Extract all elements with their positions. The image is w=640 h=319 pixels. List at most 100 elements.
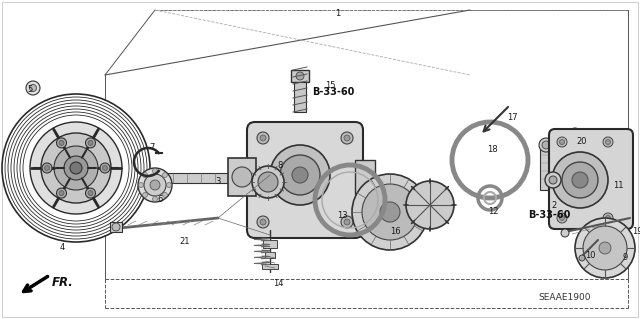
- Circle shape: [344, 219, 350, 225]
- Circle shape: [14, 106, 138, 230]
- Circle shape: [380, 202, 400, 222]
- Circle shape: [542, 141, 550, 149]
- FancyBboxPatch shape: [247, 122, 363, 238]
- Circle shape: [41, 133, 111, 203]
- Circle shape: [100, 163, 110, 173]
- Circle shape: [112, 223, 120, 231]
- Circle shape: [257, 132, 269, 144]
- Text: 11: 11: [612, 181, 623, 189]
- Circle shape: [30, 122, 122, 214]
- Text: 16: 16: [390, 227, 400, 236]
- Circle shape: [152, 168, 157, 174]
- Circle shape: [557, 137, 567, 147]
- Text: 20: 20: [577, 137, 588, 146]
- Circle shape: [570, 128, 580, 138]
- Circle shape: [88, 191, 93, 196]
- Circle shape: [20, 112, 132, 224]
- Circle shape: [163, 173, 168, 178]
- Circle shape: [143, 173, 148, 178]
- Circle shape: [5, 97, 147, 239]
- Text: 14: 14: [273, 278, 284, 287]
- Circle shape: [561, 229, 569, 237]
- Circle shape: [59, 140, 64, 145]
- Text: 4: 4: [60, 243, 65, 253]
- Bar: [262, 264, 278, 269]
- Bar: [265, 252, 275, 258]
- Circle shape: [559, 216, 564, 220]
- Circle shape: [45, 166, 49, 170]
- Text: FR.: FR.: [52, 276, 74, 288]
- Circle shape: [11, 103, 141, 233]
- Circle shape: [341, 132, 353, 144]
- Circle shape: [341, 216, 353, 228]
- Circle shape: [545, 172, 561, 188]
- Circle shape: [539, 138, 553, 152]
- Text: SEAAE1900: SEAAE1900: [539, 293, 591, 302]
- Circle shape: [88, 140, 93, 145]
- Circle shape: [599, 242, 611, 254]
- Text: 13: 13: [337, 211, 348, 219]
- Polygon shape: [258, 173, 270, 183]
- Text: 8: 8: [277, 160, 283, 169]
- Circle shape: [549, 176, 557, 184]
- Text: 6: 6: [157, 196, 163, 204]
- Circle shape: [54, 146, 98, 190]
- Circle shape: [258, 172, 278, 192]
- Circle shape: [8, 100, 144, 236]
- Circle shape: [23, 115, 129, 221]
- Text: 10: 10: [585, 251, 595, 261]
- Circle shape: [64, 156, 88, 180]
- Circle shape: [559, 139, 564, 145]
- Circle shape: [260, 135, 266, 141]
- Text: 9: 9: [622, 254, 628, 263]
- FancyBboxPatch shape: [549, 129, 633, 229]
- Bar: [291, 70, 309, 82]
- Circle shape: [150, 180, 160, 190]
- Bar: [355, 160, 375, 194]
- Text: 5: 5: [28, 85, 33, 94]
- Circle shape: [257, 216, 269, 228]
- Text: 18: 18: [486, 145, 497, 154]
- Circle shape: [42, 163, 52, 173]
- Circle shape: [144, 174, 166, 196]
- Text: 15: 15: [324, 81, 335, 91]
- Circle shape: [56, 188, 67, 198]
- Circle shape: [166, 182, 172, 188]
- Circle shape: [352, 174, 428, 250]
- Circle shape: [138, 182, 143, 188]
- Circle shape: [252, 166, 284, 198]
- Circle shape: [270, 145, 330, 205]
- Circle shape: [70, 162, 82, 174]
- Circle shape: [163, 192, 168, 197]
- Bar: [263, 240, 277, 248]
- Text: 7: 7: [149, 144, 155, 152]
- Circle shape: [562, 162, 598, 198]
- Circle shape: [292, 167, 308, 183]
- Circle shape: [59, 191, 64, 196]
- Text: 17: 17: [507, 114, 517, 122]
- Circle shape: [362, 184, 418, 240]
- Circle shape: [552, 152, 608, 208]
- Bar: [228, 158, 256, 196]
- Circle shape: [2, 94, 150, 242]
- Text: 12: 12: [488, 207, 499, 217]
- Circle shape: [575, 218, 635, 278]
- Circle shape: [152, 197, 157, 202]
- Bar: [294, 82, 306, 112]
- Circle shape: [572, 172, 588, 188]
- Circle shape: [406, 181, 454, 229]
- Bar: [140, 173, 258, 183]
- Circle shape: [232, 167, 252, 187]
- Circle shape: [86, 138, 95, 148]
- Text: 3: 3: [215, 177, 221, 187]
- Circle shape: [102, 166, 108, 170]
- Circle shape: [605, 139, 611, 145]
- Bar: [110, 222, 122, 232]
- Circle shape: [17, 109, 135, 227]
- Circle shape: [557, 213, 567, 223]
- Circle shape: [605, 216, 611, 220]
- Circle shape: [86, 188, 95, 198]
- Circle shape: [138, 168, 172, 202]
- Circle shape: [583, 226, 627, 270]
- Text: 1: 1: [335, 10, 340, 19]
